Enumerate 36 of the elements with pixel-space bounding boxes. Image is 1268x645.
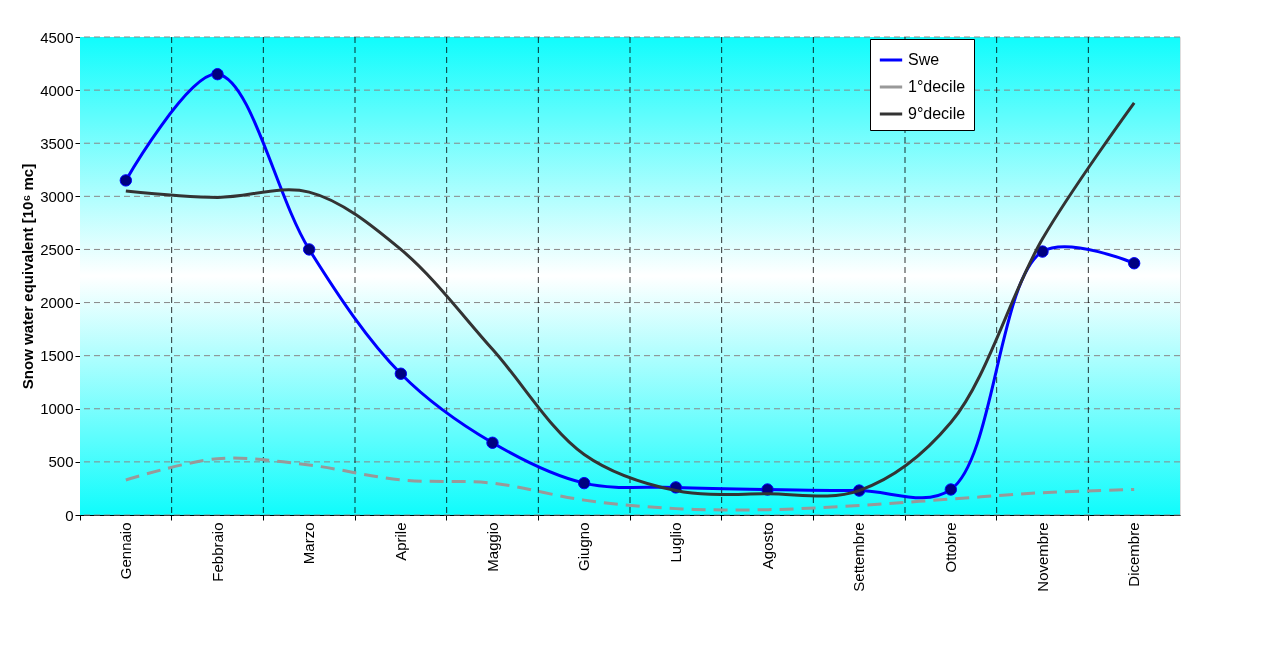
point <box>577 476 591 490</box>
x-tick-label: Dicembre <box>1125 522 1143 587</box>
point <box>394 367 408 380</box>
point <box>211 67 224 81</box>
point <box>1036 245 1049 258</box>
y-tick-label: 2000 <box>40 294 74 312</box>
y-tick-label: 3500 <box>40 134 74 152</box>
x-tick-label: Agosto <box>758 522 776 570</box>
y-tick-label: 3000 <box>40 187 74 205</box>
point <box>302 243 316 256</box>
y-tick-label: 1500 <box>40 347 74 365</box>
x-tick-label: Marzo <box>300 522 318 565</box>
y-tick-label: 500 <box>48 453 74 471</box>
point <box>486 436 499 449</box>
x-tick-label: Ottobre <box>941 522 959 573</box>
y-tick-label: 2500 <box>40 240 74 258</box>
legend-label: Swe <box>908 51 940 68</box>
point <box>119 174 133 187</box>
x-tick-label: Luglio <box>666 522 684 563</box>
y-tick-label: 4500 <box>40 28 74 46</box>
legend-label: 9°decile <box>908 105 966 122</box>
point <box>1127 257 1141 270</box>
x-tick-label: Settembre <box>850 522 868 592</box>
line-series <box>124 456 1136 512</box>
x-tick-label: Giugno <box>575 522 593 571</box>
y-tick-label: 1000 <box>40 400 74 418</box>
y-axis-title: Snow water equivalent [10⁶ mc] <box>19 163 37 390</box>
y-tick-label: 0 <box>65 506 74 524</box>
y-tick-label: 4000 <box>40 81 74 99</box>
x-tick-label: Aprile <box>391 522 409 561</box>
legend-label: 1°decile <box>908 78 966 95</box>
x-tick-label: Gennaio <box>116 522 134 580</box>
point <box>944 483 958 496</box>
x-tick-label: Maggio <box>483 522 501 572</box>
x-tick-label: Febbraio <box>208 522 226 582</box>
x-tick-label: Novembre <box>1033 522 1051 592</box>
